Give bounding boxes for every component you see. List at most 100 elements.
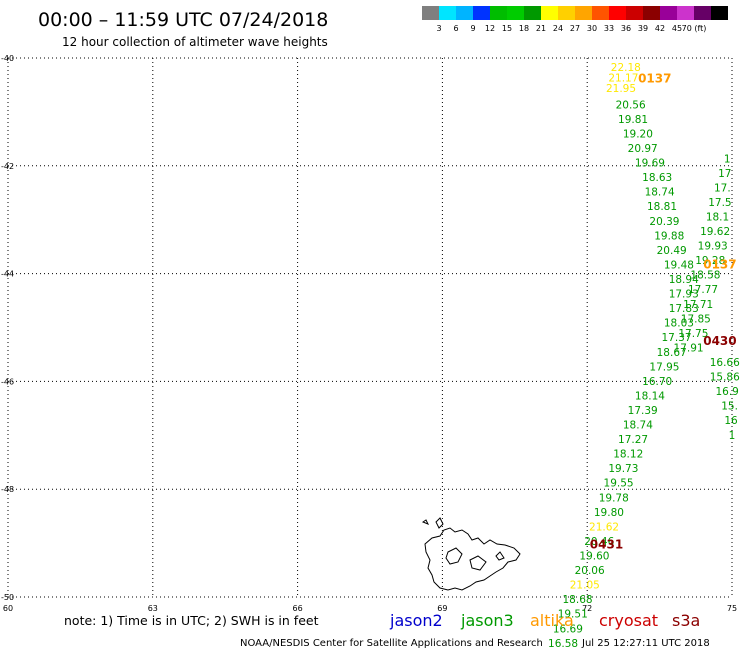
colorbar-label: 45 <box>672 24 682 33</box>
swh-value: 17.83 <box>669 303 699 315</box>
swh-value: 20.56 <box>616 99 646 111</box>
colorbar-swatch <box>677 6 694 20</box>
colorbar-swatch <box>694 6 711 20</box>
pass-time-label: 0430 <box>703 334 736 348</box>
swh-value: 19.69 <box>635 158 665 170</box>
colorbar-swatch <box>524 6 541 20</box>
swh-value: 17.71 <box>683 299 713 311</box>
satellite-legend-altika: altika <box>530 611 574 630</box>
colorbar-swatch <box>456 6 473 20</box>
swh-value: 18.94 <box>669 274 699 286</box>
swh-value: 17 <box>718 168 731 180</box>
swh-value: 21.05 <box>570 580 600 592</box>
swh-value: 19.73 <box>608 463 638 475</box>
colorbar-swatch <box>473 6 490 20</box>
swh-value: 15.86 <box>710 372 740 384</box>
colorbar-label: 15 <box>502 24 512 33</box>
swh-value: 21.62 <box>589 521 619 533</box>
colorbar-swatch <box>490 6 507 20</box>
swh-value: 19.80 <box>594 507 624 519</box>
colorbar-label: 9 <box>470 24 475 33</box>
swh-value: 20.46 <box>584 536 614 548</box>
colorbar-label: 70 (ft) <box>682 24 707 33</box>
lat-tick-label: -42 <box>1 162 14 171</box>
pass-time-label: 0431 <box>590 538 623 552</box>
swh-value: 16 <box>724 415 738 427</box>
swh-value: 18.58 <box>690 270 720 282</box>
colorbar-label: 12 <box>485 24 495 33</box>
swh-value: 20.49 <box>657 245 687 257</box>
swh-value: 20.39 <box>649 216 679 228</box>
colorbar-label: 24 <box>553 24 563 33</box>
swh-value: 17.27 <box>618 434 648 446</box>
swh-value: 18.74 <box>623 420 653 432</box>
swh-value: 18.68 <box>563 594 593 606</box>
swh-value: 17.75 <box>678 328 708 340</box>
swh-value: 18.14 <box>635 390 665 402</box>
swh-value: 17.85 <box>681 313 711 325</box>
swh-value: 19.48 <box>664 259 694 271</box>
footer-note: note: 1) Time is in UTC; 2) SWH is in fe… <box>64 613 319 628</box>
chart-title: 00:00 – 11:59 UTC 07/24/2018 <box>38 9 328 31</box>
lon-tick-labels: 60 63 66 69 72 75 <box>3 604 737 613</box>
colorbar-swatch <box>609 6 626 20</box>
swh-value: 16.69 <box>553 623 583 635</box>
lon-tick-label: 75 <box>727 604 737 613</box>
swh-value: 19.88 <box>654 230 684 242</box>
lat-tick-label: -44 <box>1 270 14 279</box>
color-legend: 3 6 9 12 15 18 21 24 27 30 33 36 39 42 45 70 (ft) <box>422 6 728 33</box>
swh-value: 18.12 <box>613 449 643 461</box>
colorbar-label: 30 <box>587 24 597 33</box>
map-grid <box>7 57 733 598</box>
colorbar-swatch <box>711 6 728 20</box>
swh-value: 16.58 <box>548 638 578 650</box>
swh-value: 19.60 <box>579 550 609 562</box>
swh-value: 19.51 <box>558 609 588 621</box>
lat-tick-labels: -40 -42 -44 -46 -48 -50 <box>1 54 14 602</box>
lon-tick-label: 72 <box>582 604 592 613</box>
swh-value: 19.28 <box>695 255 725 267</box>
swh-value: 16.66 <box>710 357 740 369</box>
colorbar-swatch <box>558 6 575 20</box>
chart-subtitle: 12 hour collection of altimeter wave hei… <box>62 35 328 49</box>
swh-value: 18.74 <box>645 187 675 199</box>
swh-value: 21.95 <box>606 83 636 95</box>
swh-value: 19.62 <box>700 226 730 238</box>
swh-value: 17.95 <box>649 361 679 373</box>
credit-text: NOAA/NESDIS Center for Satellite Applica… <box>240 638 543 649</box>
colorbar-label: 39 <box>638 24 648 33</box>
colorbar-label: 33 <box>604 24 614 33</box>
swh-value: 17.37 <box>661 332 691 344</box>
colorbar-swatch <box>439 6 456 20</box>
swh-value: 19.78 <box>599 492 629 504</box>
colorbar-swatch <box>422 6 439 20</box>
swh-value: 22.18 <box>611 62 641 74</box>
colorbar-label: 21 <box>536 24 546 33</box>
lon-tick-label: 69 <box>437 604 447 613</box>
swh-value: 20.06 <box>575 565 605 577</box>
swh-value: 19.55 <box>604 478 634 490</box>
lon-tick-label: 63 <box>148 604 158 613</box>
kerguelen-islands-coastline <box>421 517 521 591</box>
swh-value: 16.9 <box>715 386 738 398</box>
swh-value: 18.03 <box>664 318 694 330</box>
swh-value: 19.81 <box>618 114 648 126</box>
swh-value: 17.93 <box>669 289 699 301</box>
colorbar-swatch <box>507 6 524 20</box>
colorbar-swatch <box>660 6 677 20</box>
pass-time-label: 0137 <box>638 71 671 85</box>
swh-value: 1 <box>724 153 731 165</box>
colorbar-label: 27 <box>570 24 580 33</box>
colorbar-swatch <box>575 6 592 20</box>
swh-value: 16.70 <box>642 376 672 388</box>
swh-value: 1 <box>729 430 736 442</box>
satellite-legend-jason2: jason2 <box>389 611 443 630</box>
swh-value: 17.91 <box>674 342 704 354</box>
swh-value: 17. <box>714 182 731 194</box>
colorbar-label: 6 <box>453 24 458 33</box>
satellite-legend: jason2 jason3 altika cryosat s3a <box>389 611 700 630</box>
swh-value: 17.5 <box>708 197 731 209</box>
